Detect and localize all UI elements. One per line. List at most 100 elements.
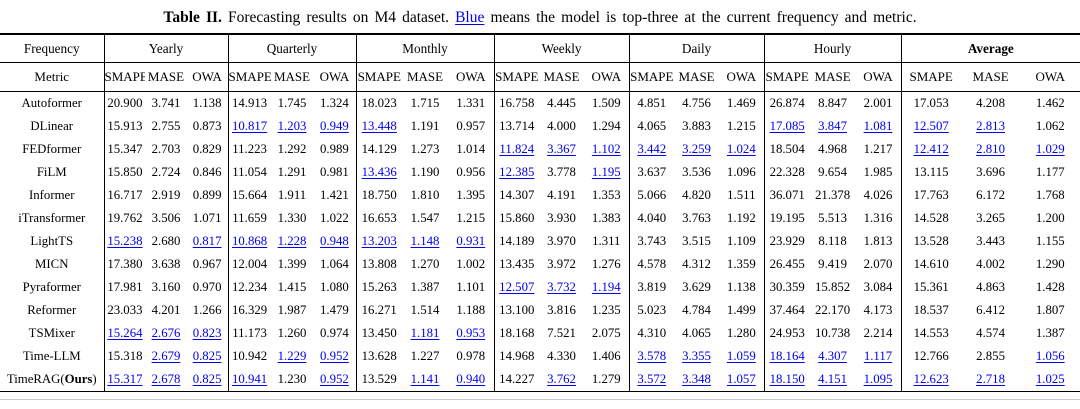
metric-value-cell: 1.276: [591, 257, 621, 271]
metric-value-cell: 1.395: [456, 188, 486, 202]
metric-value-cell: 36.071: [763, 184, 810, 207]
metric-value-cell: 4.820: [682, 188, 711, 202]
metric-value-cell: 4.002: [976, 257, 1005, 271]
metric-value-cell: 3.515: [682, 234, 711, 248]
metric-value-cell: 1.177: [1035, 165, 1065, 179]
metric-value-cell: 11.659: [227, 207, 271, 230]
metric-value-cell: 0.974: [320, 326, 349, 340]
metric-header-quarterly-owa: OWA: [313, 62, 356, 92]
metric-value-cell: 1.353: [591, 188, 621, 202]
metric-value-cell: 3.084: [863, 280, 893, 294]
metric-value-cell: 1.195: [591, 165, 621, 179]
metric-value-cell: 0.873: [192, 119, 222, 133]
table-row: TSMixer 15.264 2.676 0.823 11.173 1.260 0.974 1…: [0, 322, 1080, 345]
metric-value-cell: 10.817: [227, 115, 271, 138]
metric-value-cell: 13.808: [355, 253, 402, 276]
metric-value-cell: 14.189: [493, 230, 540, 253]
metric-value-cell: 12.234: [227, 276, 271, 299]
metric-value-cell: 30.359: [763, 276, 810, 299]
metric-value-cell: 1.102: [591, 142, 621, 156]
model-name-cell: Time-LLM: [22, 349, 81, 363]
metric-value-cell: 15.263: [355, 276, 402, 299]
metric-value-cell: 1.406: [591, 349, 621, 363]
table-row: FEDformer 15.347 2.703 0.829 11.223 1.292 0.98…: [0, 138, 1080, 161]
metric-value-cell: 11.223: [227, 138, 271, 161]
metric-value-cell: 14.227: [493, 368, 540, 392]
model-name-cell: Pyraformer: [22, 280, 81, 294]
table-row: MICN 17.380 3.638 0.967 12.004 1.399 1.064 13.8…: [0, 253, 1080, 276]
metric-value-cell: 1.200: [1035, 211, 1065, 225]
model-name-cell: LightTS: [30, 234, 74, 248]
metric-value-cell: 2.813: [976, 119, 1005, 133]
model-name-cell: Autoformer: [21, 96, 82, 110]
metric-value-cell: 22.328: [763, 161, 810, 184]
metric-value-cell: 17.380: [103, 253, 146, 276]
metric-value-cell: 4.574: [976, 326, 1005, 340]
metric-value-cell: 3.972: [547, 257, 576, 271]
metric-value-cell: 4.445: [547, 96, 576, 110]
metric-value-cell: 19.762: [103, 207, 146, 230]
metric-value-cell: 10.868: [227, 230, 271, 253]
table-caption: Table II. Forecasting results on M4 data…: [12, 8, 1068, 27]
metric-value-cell: 0.952: [320, 349, 349, 363]
metric-value-cell: 15.361: [900, 276, 961, 299]
model-name-bold-part: Ours: [64, 372, 93, 386]
metric-value-cell: 16.329: [227, 299, 271, 322]
metric-value-cell: 4.863: [976, 280, 1005, 294]
metric-value-cell: 1.383: [591, 211, 621, 225]
metric-value-cell: 2.214: [863, 326, 893, 340]
metric-value-cell: 2.718: [960, 368, 1021, 392]
metric-value-cell: 2.755: [151, 119, 181, 133]
metric-value-cell: 1.331: [456, 96, 486, 110]
metric-value-cell: 18.168: [493, 322, 540, 345]
metric-value-cell: 4.208: [976, 96, 1005, 110]
metric-value-cell: 6.412: [976, 303, 1005, 317]
metric-value-cell: 18.023: [355, 91, 402, 115]
metric-value-cell: 1.387: [1035, 326, 1065, 340]
metric-value-cell: 12.412: [900, 138, 961, 161]
caption-highlight-word: Blue: [455, 9, 485, 26]
metric-value-cell: 0.989: [320, 142, 349, 156]
metric-value-cell: 4.000: [547, 119, 576, 133]
metric-value-cell: 1.292: [277, 142, 307, 156]
metric-value-cell: 1.987: [277, 303, 307, 317]
metric-value-cell: 4.191: [547, 188, 576, 202]
metric-value-cell: 1.509: [591, 96, 621, 110]
metric-value-cell: 1.266: [192, 303, 222, 317]
metric-value-cell: 14.307: [493, 184, 540, 207]
metric-value-cell: 1.469: [726, 96, 756, 110]
metric-value-cell: 3.367: [547, 142, 576, 156]
metric-value-cell: 1.228: [277, 234, 307, 248]
metric-value-cell: 3.348: [674, 368, 720, 392]
metric-header-monthly-owa: OWA: [448, 62, 495, 92]
metric-value-cell: 37.464: [763, 299, 810, 322]
metric-header-yearly-owa: OWA: [186, 62, 229, 92]
table-row: Autoformer 20.900 3.741 1.138 14.913 1.745 1.3…: [0, 91, 1080, 115]
metric-value-cell: 1.235: [591, 303, 621, 317]
metric-value-cell: 11.173: [227, 322, 271, 345]
metric-value-cell: 1.062: [1035, 119, 1065, 133]
metric-header-monthly-smape: SMAPE: [355, 62, 402, 92]
metric-value-cell: 15.238: [103, 230, 146, 253]
metric-value-cell: 19.195: [763, 207, 810, 230]
metric-value-cell: 3.442: [628, 138, 675, 161]
metric-value-cell: 12.385: [493, 161, 540, 184]
metric-value-cell: 26.874: [763, 91, 810, 115]
metric-header-quarterly-mase: MASE: [270, 62, 314, 92]
metric-header-yearly-smape: SMAPE: [103, 62, 146, 92]
metric-value-cell: 4.040: [628, 207, 675, 230]
metric-value-cell: 2.810: [976, 142, 1005, 156]
metric-value-cell: 3.259: [682, 142, 711, 156]
metric-value-cell: 4.026: [863, 188, 893, 202]
metric-value-cell: 0.931: [456, 234, 486, 248]
metric-header-hourly-owa: OWA: [855, 62, 902, 92]
metric-value-cell: 13.450: [355, 322, 402, 345]
metric-value-cell: 13.528: [900, 230, 961, 253]
metric-value-cell: 17.763: [900, 184, 961, 207]
table-row: DLinear 15.913 2.755 0.873 10.817 1.203 0.949 1…: [0, 115, 1080, 138]
metric-header-average-smape: SMAPE: [900, 62, 961, 92]
page-bottom-rule: [0, 399, 1080, 400]
metric-value-cell: 1.059: [726, 349, 756, 363]
metric-value-cell: 0.949: [320, 119, 349, 133]
metric-value-cell: 1.311: [592, 234, 621, 248]
